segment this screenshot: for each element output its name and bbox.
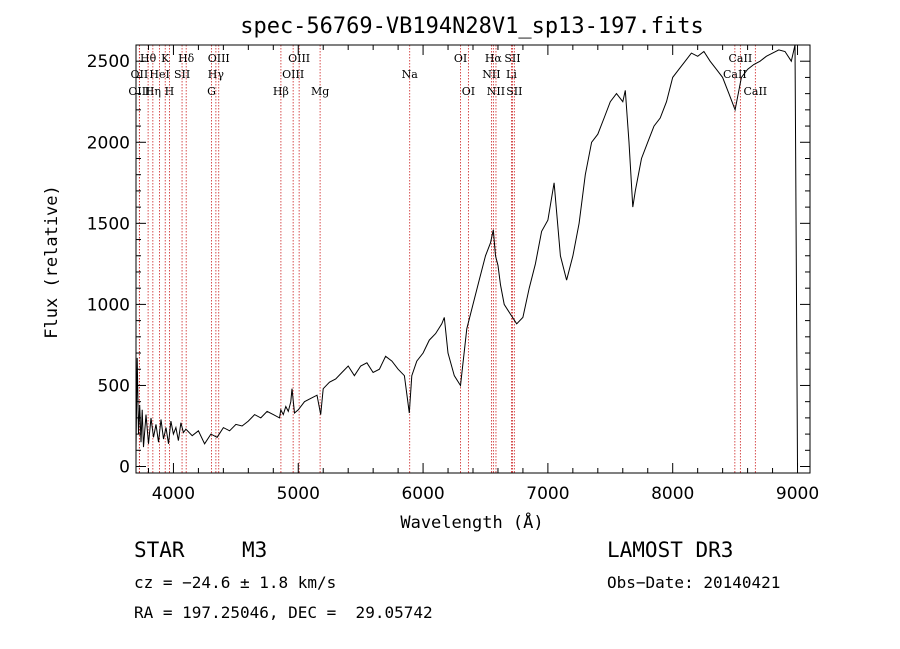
x-tick-label-2: 6000 (401, 484, 444, 504)
marker-label-13: OIII (282, 68, 304, 81)
marker-label-27: CaII (743, 85, 767, 98)
marker-label-25: CaII (729, 52, 753, 65)
x-tick-label-3: 7000 (526, 484, 569, 504)
marker-label-0: Hθ (140, 52, 157, 65)
observation-date: Obs−Date: 20140421 (607, 573, 781, 592)
y-axis-label: Flux (relative) (42, 185, 62, 339)
marker-label-14: Hβ (273, 85, 289, 98)
marker-label-3: K (161, 52, 170, 65)
coordinates: RA = 197.25046, DEC = 29.05742 (134, 603, 433, 622)
object-class: STAR (134, 538, 185, 562)
marker-label-4: HeI (149, 68, 169, 81)
marker-label-1: OII (131, 68, 149, 81)
marker-label-9: OIII (208, 52, 230, 65)
plot-frame (135, 44, 811, 474)
marker-label-23: NII (487, 85, 505, 98)
x-tick-label-0: 4000 (152, 484, 195, 504)
y-tick-label-4: 2000 (87, 133, 130, 153)
marker-label-10: Hγ (208, 68, 225, 81)
marker-label-6: Hδ (178, 52, 195, 65)
marker-label-24: SII (506, 85, 522, 98)
redshift-cz: cz = −24.6 ± 1.8 km/s (134, 573, 337, 592)
marker-label-15: Mg (311, 85, 329, 98)
marker-label-5: Hη (145, 85, 161, 98)
x-tick-label-5: 9000 (776, 484, 819, 504)
x-tick-label-4: 8000 (651, 484, 694, 504)
marker-label-19: Hα (485, 52, 503, 65)
x-axis-ticks: 4000 5000 6000 7000 8000 9000 (147, 45, 819, 504)
y-tick-label-0: 0 (119, 458, 130, 478)
x-tick-label-1: 5000 (277, 484, 320, 504)
spectral-line-labels: Hθ OII OIII K HeI Hη Hδ SII H OIII Hγ G OIII OIII Hβ Mg… (128, 52, 767, 98)
marker-label-2: OIII (128, 85, 150, 98)
y-tick-label-1: 500 (98, 376, 130, 396)
chart-title: spec-56769-VB194N28V1_sp13-197.fits (240, 14, 704, 39)
marker-label-22: Li (506, 68, 517, 81)
y-tick-label-2: 1000 (87, 295, 130, 315)
spectrum-line (135, 44, 798, 467)
marker-label-16: Na (402, 68, 419, 81)
marker-label-17: OI (454, 52, 467, 65)
marker-label-26: CaII (723, 68, 747, 81)
y-tick-label-5: 2500 (87, 52, 130, 72)
marker-label-7: SII (174, 68, 190, 81)
object-subclass: M3 (242, 538, 268, 562)
marker-label-18: OI (462, 85, 475, 98)
y-tick-label-3: 1500 (87, 214, 130, 234)
x-axis-label: Wavelength (Å) (400, 511, 543, 533)
marker-label-11: G (207, 85, 216, 98)
marker-label-12: OIII (288, 52, 310, 65)
marker-label-21: NII (482, 68, 500, 81)
spectral-line-markers (138, 45, 756, 473)
y-axis-ticks: 0 500 1000 1500 2000 2500 (87, 52, 810, 478)
marker-label-20: SII (504, 52, 520, 65)
marker-label-8: H (165, 85, 175, 98)
survey-name: LAMOST DR3 (607, 538, 734, 562)
